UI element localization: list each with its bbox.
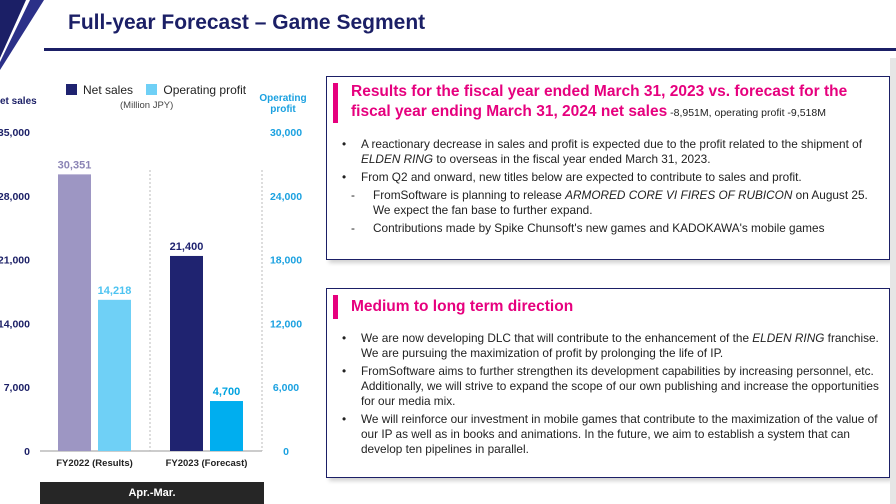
direction-box-content: We are now developing DLC that will cont… <box>341 331 881 460</box>
right-edge-strip <box>890 58 896 504</box>
right-axis-title-line1: Operating <box>259 93 307 104</box>
net-sales-bar <box>58 174 91 451</box>
right-axis-title: Operating profit <box>258 93 308 115</box>
legend-swatch-net-sales <box>66 84 77 95</box>
data-label: 14,218 <box>98 285 132 297</box>
results-bullet-1-text: A reactionary decrease in sales and prof… <box>361 137 863 151</box>
header-rule <box>44 48 896 51</box>
results-box-title: Results for the fiscal year ended March … <box>351 82 887 123</box>
chart-canvas: 0 7,000 14,000 21,000 28,000 35,000 0 6,000 12,0… <box>0 127 302 469</box>
left-tick-label: 7,000 <box>4 382 30 394</box>
direction-bullet-1-text: We are now developing DLC that will cont… <box>361 331 753 345</box>
data-label: 30,351 <box>58 159 92 171</box>
results-box-title-suffix: -8,951M, operating profit -9,518M <box>667 107 826 119</box>
right-tick-label: 0 <box>283 446 289 458</box>
left-tick-label: 0 <box>24 446 30 458</box>
results-bullet-1-title: ELDEN RING <box>361 152 434 166</box>
results-box-title-text: Results for the fiscal year ended March … <box>351 83 848 120</box>
results-bullet-1-text-end: to overseas in the fiscal year ended Mar… <box>433 152 711 166</box>
net-sales-bar <box>170 255 203 451</box>
data-label: 4,700 <box>213 386 241 398</box>
bar-chart: 0 7,000 14,000 21,000 28,000 35,000 0 6,000 12,0… <box>0 70 320 504</box>
operating-profit-bar <box>210 401 243 451</box>
results-sub-bullet-1-text: FromSoftware is planning to release <box>373 188 566 202</box>
results-sub-bullet-1: FromSoftware is planning to release ARMO… <box>341 188 881 218</box>
direction-box-accent <box>333 295 338 319</box>
legend-label-operating-profit: Operating profit <box>163 83 247 97</box>
category-label: FY2023 (Forecast) <box>166 458 248 469</box>
category-label: FY2022 (Results) <box>56 458 133 469</box>
results-bullet-2: From Q2 and onward, new titles below are… <box>341 170 881 185</box>
right-tick-label: 24,000 <box>270 191 302 203</box>
operating-profit-bar <box>98 299 131 451</box>
left-tick-label: 35,000 <box>0 127 30 139</box>
right-tick-label: 18,000 <box>270 255 302 267</box>
direction-bullet-1-text-end: franchise. We are pursuing the maximizat… <box>361 331 879 360</box>
results-sub-bullet-2: Contributions made by Spike Chunsoft's n… <box>341 221 881 236</box>
results-bullet-1: A reactionary decrease in sales and prof… <box>341 137 881 167</box>
right-tick-label: 30,000 <box>270 127 302 139</box>
results-sub-bullet-1-title: ARMORED CORE VI FIRES OF RUBICON <box>565 188 793 202</box>
direction-box-title: Medium to long term direction <box>351 298 574 315</box>
period-label: Apr.-Mar. <box>40 482 264 504</box>
legend-item-operating-profit: Operating profit <box>146 83 246 97</box>
chart-legend: Net sales Operating profit <box>66 83 256 97</box>
right-axis-title-line2: profit <box>270 104 296 115</box>
direction-bullet-1: We are now developing DLC that will cont… <box>341 331 881 361</box>
legend-item-net-sales: Net sales <box>66 83 133 97</box>
results-sub-bullet-1-text-end: on August 25. We expect the fan base to … <box>373 188 868 217</box>
legend-swatch-operating-profit <box>146 84 158 95</box>
direction-bullet-3: We will reinforce our investment in mobi… <box>341 412 881 457</box>
direction-box: Medium to long term direction We are now… <box>326 288 890 478</box>
chart-units: (Million JPY) <box>120 100 174 111</box>
direction-bullet-2: FromSoftware aims to further strengthen … <box>341 364 881 409</box>
direction-bullet-1-title: ELDEN RING <box>752 331 825 345</box>
results-box-content: A reactionary decrease in sales and prof… <box>341 137 881 239</box>
results-box: Results for the fiscal year ended March … <box>326 76 890 260</box>
legend-label-net-sales: Net sales <box>83 83 134 97</box>
data-label: 21,400 <box>170 241 204 253</box>
left-tick-label: 14,000 <box>0 318 30 330</box>
slide-header: Full-year Forecast – Game Segment <box>0 0 896 70</box>
right-tick-label: 12,000 <box>270 318 302 330</box>
results-box-accent <box>333 83 338 123</box>
right-tick-label: 6,000 <box>273 382 299 394</box>
left-tick-label: 28,000 <box>0 191 30 203</box>
header-corner-decoration <box>0 0 44 70</box>
page-title: Full-year Forecast – Game Segment <box>68 11 426 34</box>
left-tick-label: 21,000 <box>0 255 30 267</box>
left-axis-title: et sales <box>0 96 37 107</box>
